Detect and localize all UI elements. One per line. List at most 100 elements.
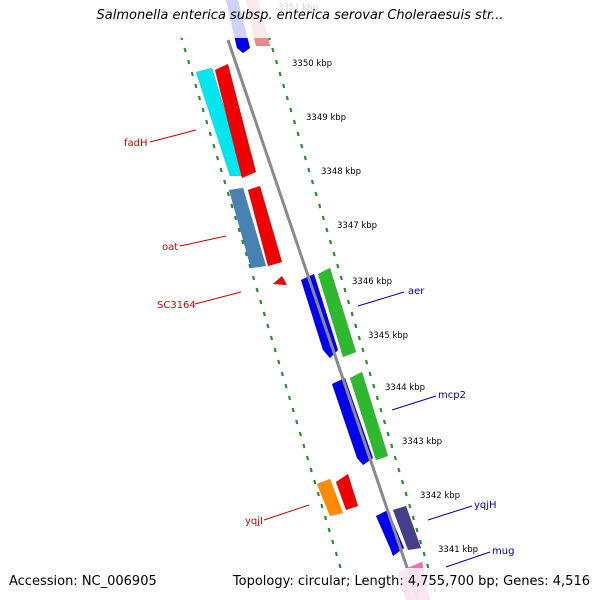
kbp-tick-label: 3341 kbp (438, 545, 478, 555)
ruler-dot (241, 239, 245, 245)
kbp-tick-label: 3342 kbp (420, 491, 460, 501)
gene-label: aer (408, 286, 425, 297)
ruler-dot (226, 191, 230, 197)
ruler-dot (361, 347, 365, 353)
gene-label: yqjI (245, 516, 263, 527)
kbp-tick-label: 3350 kbp (292, 59, 332, 69)
ruler-dot (418, 539, 423, 545)
ruler-dot (386, 431, 390, 437)
ruler-dot (364, 359, 369, 365)
ruler-dot (251, 275, 256, 281)
gene-feature (272, 275, 288, 286)
ruler-dot (190, 71, 194, 77)
ruler-dot (332, 251, 336, 257)
ruler-dot (303, 155, 307, 161)
ruler-dot (408, 503, 412, 509)
ruler-dot (284, 383, 288, 389)
ruler-dot (350, 311, 354, 317)
ruler-dot (400, 479, 405, 485)
ruler-dot (255, 287, 259, 293)
gene-feature (316, 478, 344, 517)
ruler-dot (296, 131, 300, 137)
ruler-dot (291, 407, 295, 413)
ruler-dot (262, 311, 266, 317)
gene-label-leader (263, 504, 310, 521)
genome-backbone (226, 39, 420, 600)
footer-backdrop (0, 568, 600, 600)
ruler-dot (292, 119, 297, 125)
ruler-dot (321, 215, 325, 221)
topology-summary: Topology: circular; Length: 4,755,700 bp… (232, 574, 590, 589)
ruler-dot (379, 407, 383, 413)
ruler-dot (343, 287, 347, 293)
gene-label: SC3164 (157, 300, 196, 311)
gene-label-leader (391, 395, 437, 411)
kbp-tick-label: 3349 kbp (306, 113, 346, 123)
title-backdrop (0, 0, 600, 38)
gene-feature (214, 63, 257, 179)
ruler-dot (336, 263, 340, 269)
ruler-dot (313, 479, 317, 485)
ruler-dot (223, 179, 227, 185)
gene-label-leader (149, 129, 197, 143)
ruler-dot (404, 491, 408, 497)
ruler-dot (426, 563, 430, 569)
ruler-dot (328, 239, 333, 245)
ruler-dot (287, 395, 292, 401)
ruler-dot (208, 131, 212, 137)
accession-text: Accession: NC_006905 (9, 574, 157, 589)
kbp-tick-label: 3348 kbp (321, 167, 361, 177)
ruler-dotted-line-right (267, 35, 437, 593)
ruler-dot (212, 143, 216, 149)
ruler-dot (314, 191, 318, 197)
ruler-dot (302, 443, 306, 449)
ruler-dot (273, 347, 277, 353)
ruler-dot (316, 491, 320, 497)
gene-label: yqjH (474, 500, 497, 511)
ruler-dot (259, 299, 263, 305)
kbp-tick-label: 3344 kbp (385, 383, 425, 393)
ruler-dot (269, 335, 274, 341)
ruler-dot (397, 467, 401, 473)
ruler-dot (325, 227, 329, 233)
ruler-dot (266, 323, 270, 329)
gene-feature (228, 187, 267, 269)
gene-label-leader (445, 551, 491, 568)
ruler-dot (271, 47, 275, 53)
gene-feature (247, 185, 283, 267)
ruler-dot (187, 59, 191, 65)
ruler-dot (205, 119, 209, 125)
kbp-tick-label: 3347 kbp (337, 221, 377, 231)
ruler-dot (305, 455, 310, 461)
ruler-dot (298, 431, 302, 437)
gene-label: mug (492, 546, 514, 557)
gene-label: mcp2 (438, 390, 466, 401)
ruler-dot (346, 299, 351, 305)
ruler-dot (318, 203, 322, 209)
ruler-dot (310, 179, 315, 185)
gene-feature (317, 267, 357, 358)
ruler-dot (331, 539, 335, 545)
ruler-dot (215, 155, 220, 161)
ruler-dot (248, 263, 252, 269)
ruler-dot (237, 227, 241, 233)
ruler-dot (354, 323, 358, 329)
ruler-dot (289, 107, 293, 113)
ruler-dot (368, 371, 372, 377)
ruler-dot (300, 143, 304, 149)
ruler-dot (219, 167, 223, 173)
ruler-dot (233, 215, 238, 221)
gene-feature (349, 371, 389, 461)
kbp-tick-label: 3343 kbp (402, 437, 442, 447)
ruler-dot (183, 47, 187, 53)
gene-feature (375, 509, 405, 557)
ruler-dot (422, 551, 426, 557)
ruler-dot (334, 551, 338, 557)
ruler-dot (338, 563, 342, 569)
gene-label: oat (162, 242, 178, 253)
ruler-dot (327, 527, 331, 533)
ruler-dot (278, 71, 282, 77)
gene-label-leader (194, 291, 242, 305)
ruler-dot (372, 383, 376, 389)
